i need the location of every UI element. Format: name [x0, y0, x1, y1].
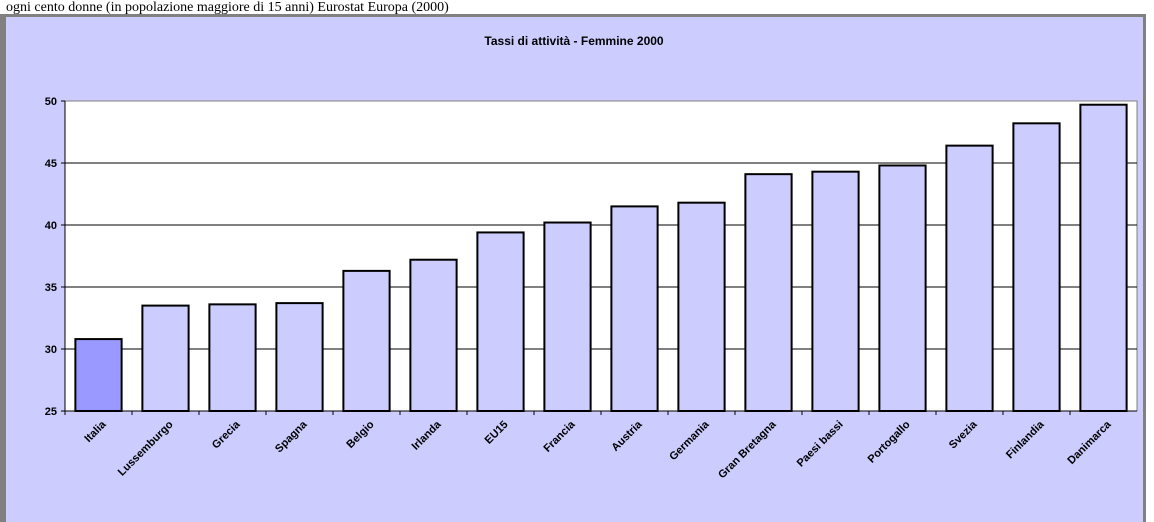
- x-tick-label: Austria: [609, 418, 645, 454]
- bar-paesi-bassi: [811, 170, 860, 412]
- x-tick-label: Irlanda: [410, 418, 445, 453]
- y-tick-label: 40: [45, 220, 57, 232]
- y-tick-label: 45: [45, 158, 57, 170]
- bar-lussemburgo: [141, 304, 190, 413]
- bar-danimarca: [1079, 103, 1128, 412]
- bar-eu15: [476, 231, 525, 412]
- bar-germania: [677, 201, 726, 412]
- x-tick-label: Spagna: [273, 418, 310, 455]
- bar-spagna: [275, 302, 324, 412]
- x-tick-label: Paesi bassi: [795, 419, 846, 470]
- x-tick-label: Germania: [667, 418, 712, 463]
- x-tick-label: Portogallo: [866, 418, 913, 465]
- bar-gran-bretagna: [744, 173, 793, 412]
- x-tick-label: Finlandia: [1004, 418, 1047, 461]
- bar-svezia: [945, 144, 994, 412]
- x-tick-label: Belgio: [344, 418, 376, 450]
- x-tick-label: Italia: [82, 418, 109, 445]
- x-tick-label: Francia: [541, 418, 578, 455]
- bar-chart: 25 30 35 40 45 50 Italia Lussemburgo Grecia Spag…: [45, 34, 1138, 481]
- x-tick-label: EU15: [483, 419, 511, 447]
- chart-area: 25 30 35 40 45 50 Italia Lussemburgo Grecia Spag…: [0, 14, 1146, 522]
- bar-irlanda: [409, 258, 458, 412]
- y-tick-label: 30: [45, 344, 57, 356]
- chart-title: Tassi di attività - Femmine 2000: [484, 34, 664, 48]
- x-tick-label: Lussemburgo: [116, 418, 176, 478]
- bar-italia: [74, 338, 123, 412]
- bar-francia: [543, 221, 592, 412]
- bar-portogallo: [878, 164, 927, 412]
- y-tick-label: 25: [45, 406, 57, 418]
- x-tick-label: Svezia: [947, 418, 980, 451]
- bar-grecia: [208, 303, 257, 412]
- figure-caption: ogni cento donne (in popolazione maggior…: [6, 0, 449, 15]
- x-tick-label: Grecia: [210, 418, 243, 451]
- y-tick-label: 50: [45, 96, 57, 108]
- bar-belgio: [342, 269, 391, 412]
- x-tick-label: Gran Bretagna: [716, 418, 779, 481]
- y-tick-label: 35: [45, 282, 57, 294]
- bar-finlandia: [1012, 122, 1061, 412]
- bar-austria: [610, 205, 659, 412]
- x-tick-label: Danimarca: [1065, 418, 1114, 467]
